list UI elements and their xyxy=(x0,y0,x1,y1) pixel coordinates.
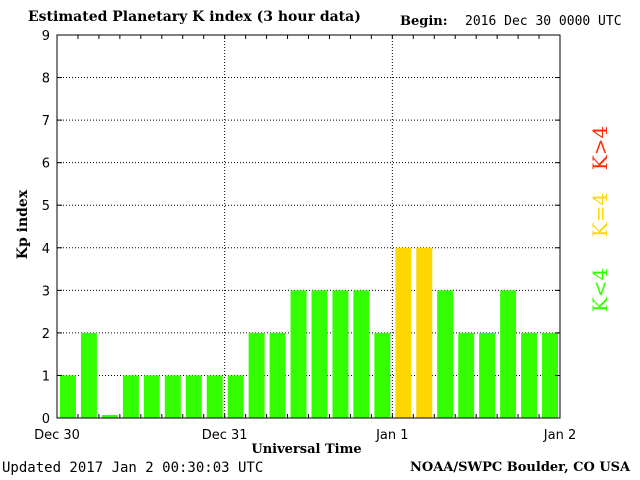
x-tick-label: Dec 30 xyxy=(34,428,80,443)
y-tick-label: 7 xyxy=(42,114,50,129)
kp-bar xyxy=(164,375,181,418)
kp-bar xyxy=(227,375,244,418)
kp-bar xyxy=(500,290,517,418)
legend-item: K=4 xyxy=(588,193,612,237)
y-tick-label: 1 xyxy=(42,369,50,384)
kp-bar xyxy=(479,332,496,418)
y-axis-label: Kp index xyxy=(15,189,31,259)
chart-title: Estimated Planetary K index (3 hour data… xyxy=(28,9,361,25)
legend-item: K<4 xyxy=(588,268,612,312)
source-credit: NOAA/SWPC Boulder, CO USA xyxy=(410,460,631,475)
kp-bar xyxy=(353,290,370,418)
y-tick-label: 0 xyxy=(42,412,50,427)
x-tick-label: Dec 31 xyxy=(202,428,248,443)
begin-label: Begin: xyxy=(400,14,448,29)
kp-bar xyxy=(311,290,328,418)
legend-item: K>4 xyxy=(588,126,612,170)
x-axis-label: Universal Time xyxy=(251,442,361,457)
kp-bar xyxy=(248,332,265,418)
kp-bar xyxy=(437,290,454,418)
kp-bar xyxy=(395,247,412,418)
kp-bar xyxy=(60,375,76,418)
kp-bar xyxy=(101,415,118,418)
kp-bar xyxy=(332,290,349,418)
x-tick-label: Jan 2 xyxy=(543,428,576,443)
y-tick-label: 5 xyxy=(42,199,50,214)
kp-bar xyxy=(374,332,391,418)
kp-bar xyxy=(80,332,97,418)
kp-bar xyxy=(269,332,286,418)
kp-bar xyxy=(122,375,139,418)
y-tick-label: 8 xyxy=(42,72,50,87)
begin-value: 2016 Dec 30 0000 UTC xyxy=(465,14,622,29)
kp-bar xyxy=(458,332,475,418)
kp-bar xyxy=(290,290,307,418)
kp-bar xyxy=(416,247,433,418)
x-tick-label: Jan 1 xyxy=(375,428,408,443)
updated-timestamp: Updated 2017 Jan 2 00:30:03 UTC xyxy=(2,460,264,476)
y-tick-label: 2 xyxy=(42,327,50,342)
kp-bar xyxy=(206,375,223,418)
y-tick-label: 4 xyxy=(42,242,50,257)
y-tick-label: 3 xyxy=(42,284,50,299)
kp-bar xyxy=(521,332,538,418)
y-tick-label: 6 xyxy=(42,157,50,172)
y-tick-label: 9 xyxy=(42,29,50,44)
kp-bar xyxy=(143,375,160,418)
kp-bar xyxy=(542,332,558,418)
kp-bar xyxy=(185,375,202,418)
